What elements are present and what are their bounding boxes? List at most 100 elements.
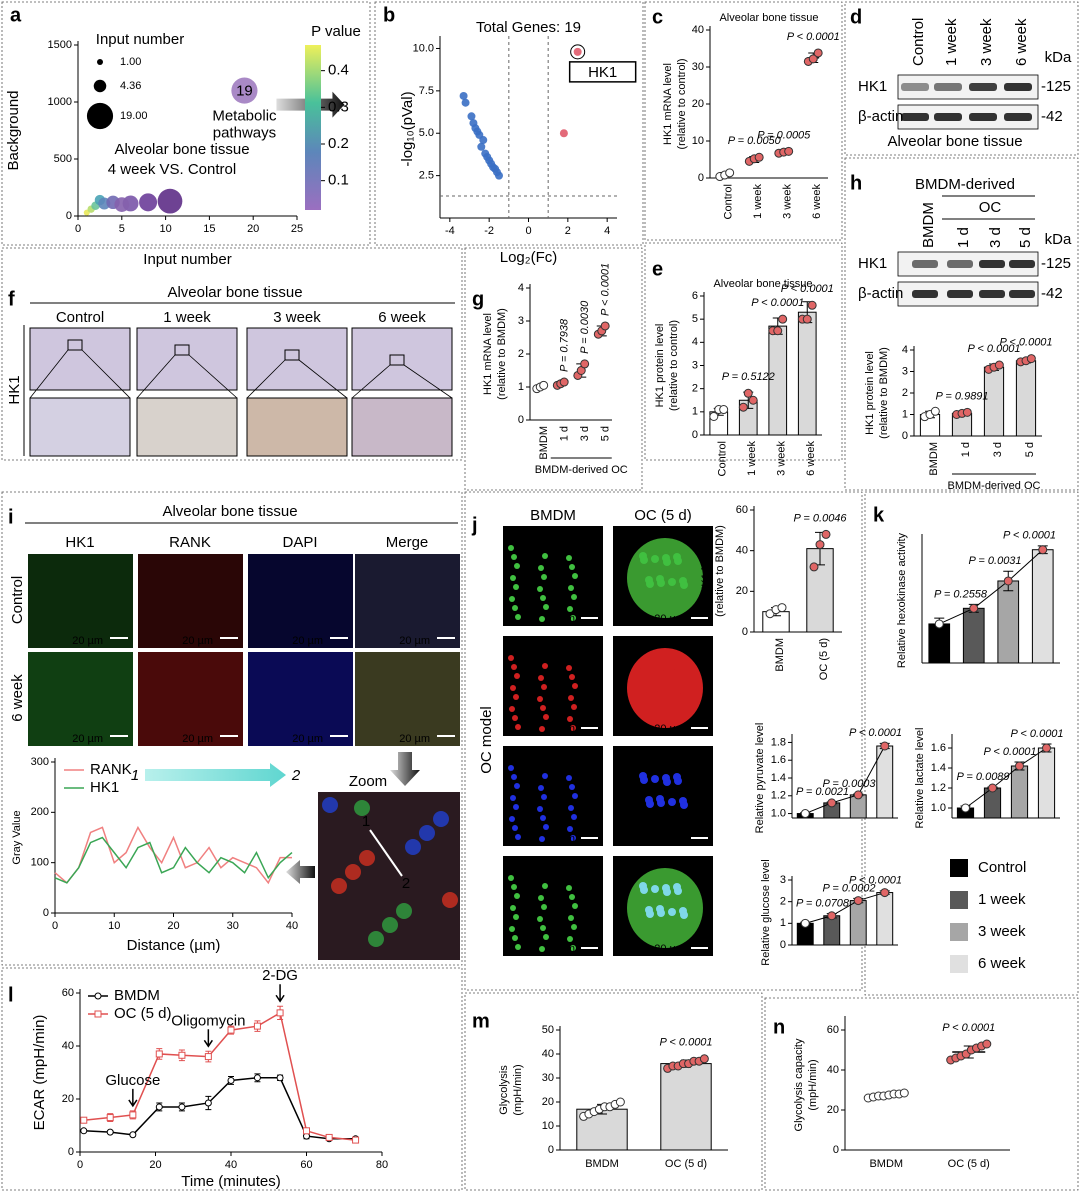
cell: [540, 705, 546, 711]
y-tick-label: 3: [780, 874, 786, 886]
row-label: Phalloidin: [507, 529, 572, 546]
scale-label: 20 µm: [544, 613, 575, 625]
cell: [510, 905, 516, 911]
cell: [515, 614, 521, 620]
y-tick-label: 10: [542, 1120, 554, 1132]
x-tick-label: 60: [300, 1159, 312, 1171]
mean-point: [1015, 761, 1024, 771]
replicate: [982, 1039, 992, 1049]
legend-label: 4.36: [120, 80, 141, 92]
cell: [570, 945, 576, 951]
profile-end: 2: [402, 875, 410, 892]
y-tick-label: 3: [692, 359, 698, 371]
mean-point: [1003, 576, 1013, 586]
cell: [680, 581, 688, 589]
y-tick-label: 6: [692, 290, 698, 302]
colorbar-label: 0.4: [328, 62, 349, 79]
x-tick-label: 0: [77, 1159, 83, 1171]
p-value: P = 0.2558: [934, 588, 988, 600]
lane-label: Control: [910, 18, 927, 66]
p-value: P = 0.9891: [935, 390, 988, 402]
cell: [511, 554, 517, 560]
inset-line: [403, 364, 453, 399]
cell: [359, 850, 375, 866]
panel-border: [464, 992, 763, 1191]
micrograph: [503, 856, 603, 956]
legend-label: OC (5 d): [114, 1005, 172, 1022]
cell: [513, 584, 519, 590]
inset-line: [29, 349, 69, 399]
cell: [646, 690, 654, 698]
point: [559, 129, 568, 138]
cell: [571, 924, 577, 930]
y-tick-label: 200: [31, 806, 49, 818]
y-axis-label: ECAR (mpH/min): [31, 1015, 48, 1131]
y-tick-label: 500: [54, 153, 72, 165]
y-tick-label: 5: [692, 313, 698, 325]
y-tick-label: 2: [692, 383, 698, 395]
marker: [227, 1026, 235, 1034]
cell: [543, 934, 549, 940]
y-axis-label: (relative to BMDM): [714, 525, 726, 617]
cell: [646, 580, 654, 588]
y-axis-label: Background: [5, 90, 22, 170]
blot-band: [912, 260, 938, 268]
blot-size: -42: [1041, 285, 1063, 302]
x-tick-label: BMDM: [538, 426, 550, 460]
cell: [640, 666, 648, 674]
cell: [572, 793, 578, 799]
blot-band: [969, 83, 997, 91]
y-axis-label: HK1 protein level: [654, 324, 666, 408]
blot-row-label: HK1: [858, 255, 887, 272]
marker: [276, 1074, 284, 1082]
cell: [396, 903, 412, 919]
x-tick-label: 20: [149, 1159, 161, 1171]
marker: [106, 1128, 114, 1136]
y-tick-label: 60: [736, 504, 748, 516]
replicate: [962, 407, 972, 417]
cell: [542, 663, 548, 669]
cell: [663, 668, 671, 676]
y-tick-label: 4: [518, 282, 524, 294]
cell: [513, 804, 519, 810]
panel-letter: e: [652, 258, 663, 280]
y-axis-label: -log₁₀(pVal): [399, 91, 416, 166]
p-value: P < 0.0001: [983, 746, 1036, 758]
blot-band: [1004, 113, 1032, 121]
cell: [541, 794, 547, 800]
x-tick-label: OC (5 d): [665, 1158, 707, 1170]
colorbar-label: 0.2: [328, 135, 349, 152]
trend-line: [965, 747, 1047, 809]
y-tick-label: 1.4: [771, 772, 786, 784]
x-axis-label: Time (minutes): [181, 1173, 280, 1190]
p-value: P = 0.0050: [728, 135, 782, 147]
inset-line: [188, 354, 238, 399]
blot-band: [934, 83, 962, 91]
y-tick-label: 0: [66, 210, 72, 222]
x-tick-label: 4: [604, 225, 610, 237]
profile-end: 2: [291, 767, 301, 784]
cell: [657, 909, 665, 917]
cell: [538, 675, 544, 681]
p-value: P = 0.0031: [968, 555, 1021, 567]
micrograph: [503, 746, 603, 846]
replicate: [600, 321, 610, 331]
y-tick-label: 1.2: [771, 790, 786, 802]
cell: [572, 573, 578, 579]
cell: [538, 785, 544, 791]
cell: [567, 606, 573, 612]
mean-point: [934, 619, 944, 629]
y-tick-label: 40: [692, 24, 704, 36]
group-label: BMDM-derived OC: [535, 464, 628, 476]
y-axis-label: (relative to control): [676, 58, 688, 149]
cell: [568, 695, 574, 701]
y-tick-label: 1.0: [771, 807, 786, 819]
y-tick-label: 1.2: [931, 782, 946, 794]
blot-band: [947, 260, 973, 268]
column-label: 1 week: [163, 309, 211, 326]
p-value: P = 0.0003: [822, 778, 876, 790]
cell: [511, 664, 517, 670]
x-tick-label: -2: [484, 225, 494, 237]
cell: [512, 605, 518, 611]
